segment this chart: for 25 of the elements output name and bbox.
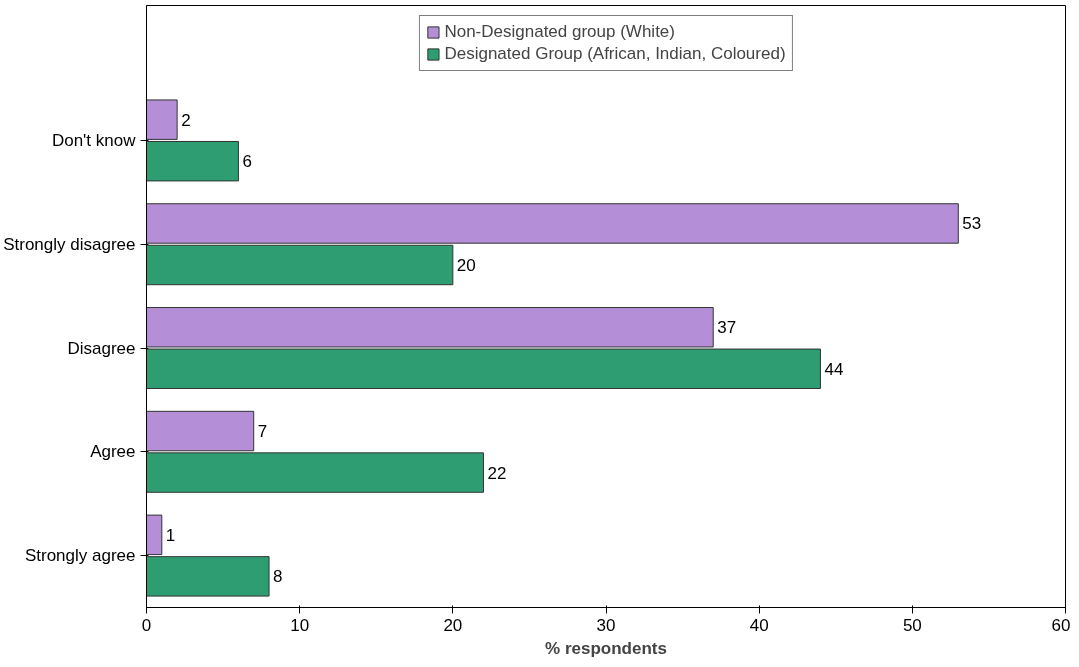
x-tick-label: 20 (443, 615, 463, 635)
legend-label: Non-Designated group (White) (444, 22, 675, 42)
data-label: 44 (824, 359, 844, 379)
data-label: 1 (165, 525, 176, 545)
y-tick-label: Don't know (51, 130, 137, 150)
x-axis-title: % respondents (545, 638, 667, 658)
data-label: 20 (456, 255, 476, 275)
x-tick-label: 0 (141, 615, 152, 635)
y-tick-label: Strongly disagree (3, 234, 136, 254)
data-label: 2 (181, 110, 191, 130)
data-label: 6 (242, 152, 252, 172)
x-tick-label: 40 (749, 615, 769, 635)
data-label: 22 (487, 463, 507, 483)
y-tick-label: Disagree (67, 338, 136, 358)
x-tick-label: 30 (596, 615, 616, 635)
data-label: 53 (962, 214, 982, 234)
x-tick-label: 60 (1051, 615, 1071, 635)
x-tick-label: 50 (902, 615, 922, 635)
data-label: 37 (717, 318, 737, 338)
data-label: 7 (257, 422, 268, 442)
x-tick-label: 10 (290, 615, 310, 635)
y-tick-label: Strongly agree (24, 546, 136, 566)
data-label: 8 (273, 567, 283, 587)
legend-label: Designated Group (African, Indian, Coloured) (444, 44, 786, 64)
y-tick-label: Agree (90, 442, 136, 462)
